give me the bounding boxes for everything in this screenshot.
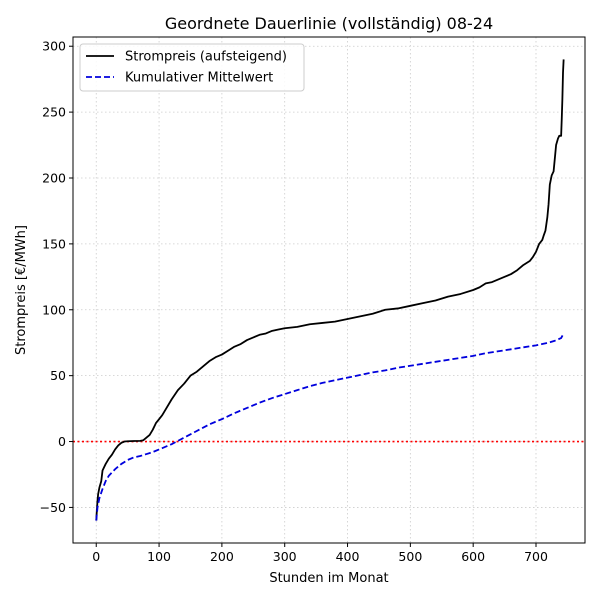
y-axis-ticks: −50 0 50 100 150 200 250 300 xyxy=(40,39,73,515)
y-axis-label: Strompreis [€/MWh] xyxy=(14,225,29,355)
x-tick-label: 100 xyxy=(147,549,171,564)
x-axis-label: Stunden im Monat xyxy=(269,571,388,586)
series-line-kumulativer-mittelwert xyxy=(95,333,565,521)
x-tick-label: 200 xyxy=(210,549,234,564)
series-layer xyxy=(95,59,565,521)
y-tick-label: 100 xyxy=(42,302,66,317)
y-tick-label: 0 xyxy=(58,434,66,449)
legend-box xyxy=(79,43,305,92)
series-line-strompreis xyxy=(95,59,565,521)
y-tick-label: 50 xyxy=(50,368,66,383)
plot-area-frame xyxy=(72,36,586,544)
x-tick-label: 300 xyxy=(273,549,297,564)
y-tick-label: 250 xyxy=(42,105,66,120)
x-tick-label: 400 xyxy=(336,549,360,564)
y-tick-label: 200 xyxy=(42,170,66,185)
x-tick-label: 600 xyxy=(461,549,485,564)
x-tick-label: 0 xyxy=(92,549,100,564)
grid xyxy=(73,37,585,543)
chart-title: Geordnete Dauerlinie (vollständig) 08-24 xyxy=(165,14,493,33)
legend-label: Strompreis (aufsteigend) xyxy=(125,50,287,65)
legend: Strompreis (aufsteigend) Kumulativer Mitt… xyxy=(79,43,305,92)
legend-label: Kumulativer Mittelwert xyxy=(125,71,273,86)
x-tick-label: 500 xyxy=(398,549,422,564)
y-tick-label: 300 xyxy=(42,39,66,54)
y-tick-label: 150 xyxy=(42,236,66,251)
y-tick-label: −50 xyxy=(40,500,66,515)
x-axis-ticks: 0 100 200 300 400 500 600 700 xyxy=(92,543,548,564)
x-tick-label: 700 xyxy=(524,549,548,564)
